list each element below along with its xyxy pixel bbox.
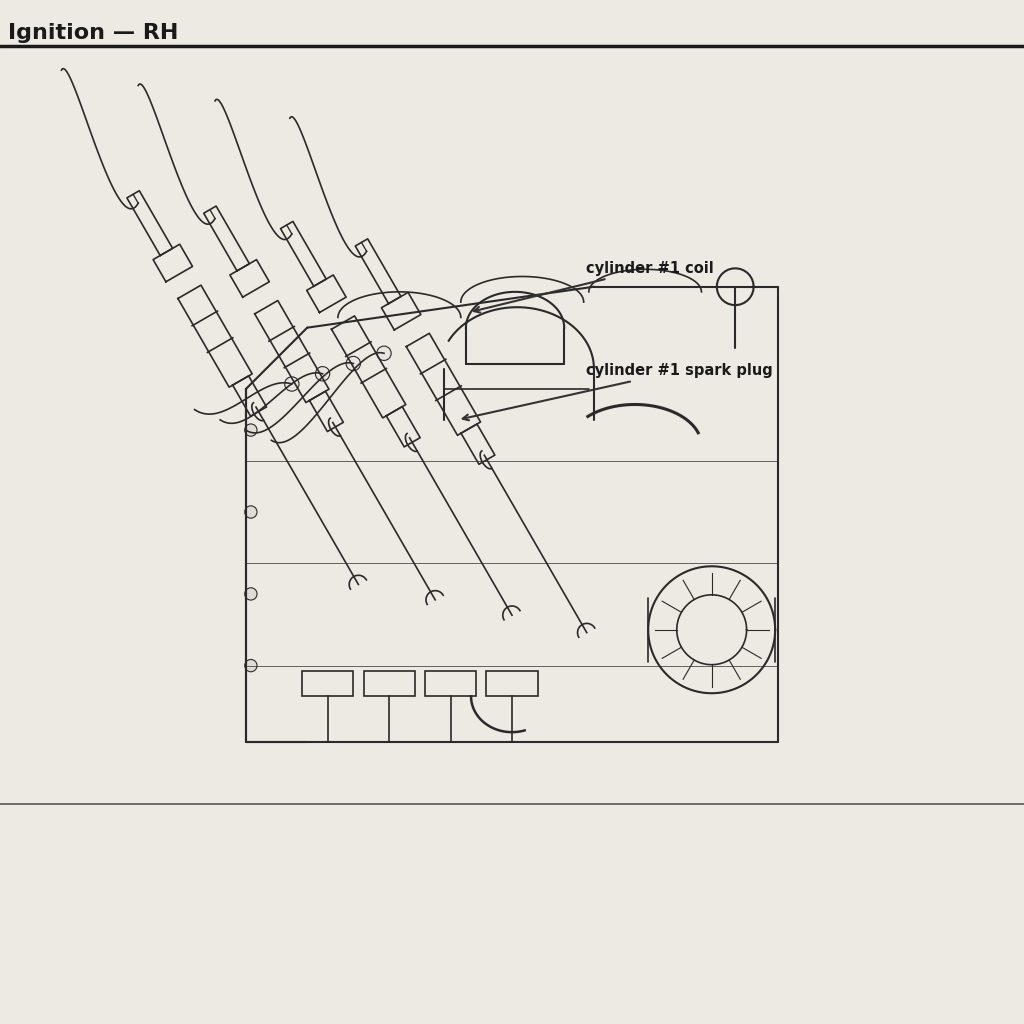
Bar xyxy=(486,671,538,696)
Circle shape xyxy=(315,367,330,381)
Circle shape xyxy=(245,506,257,518)
Circle shape xyxy=(245,588,257,600)
Bar xyxy=(302,671,353,696)
Text: cylinder #1 coil: cylinder #1 coil xyxy=(474,261,714,312)
Circle shape xyxy=(245,424,257,436)
Text: cylinder #1 spark plug: cylinder #1 spark plug xyxy=(463,364,772,420)
Bar xyxy=(425,671,476,696)
Circle shape xyxy=(245,659,257,672)
Bar xyxy=(364,671,415,696)
Circle shape xyxy=(377,346,391,360)
Text: Ignition — RH: Ignition — RH xyxy=(8,23,178,43)
Circle shape xyxy=(346,356,360,371)
Circle shape xyxy=(285,377,299,391)
